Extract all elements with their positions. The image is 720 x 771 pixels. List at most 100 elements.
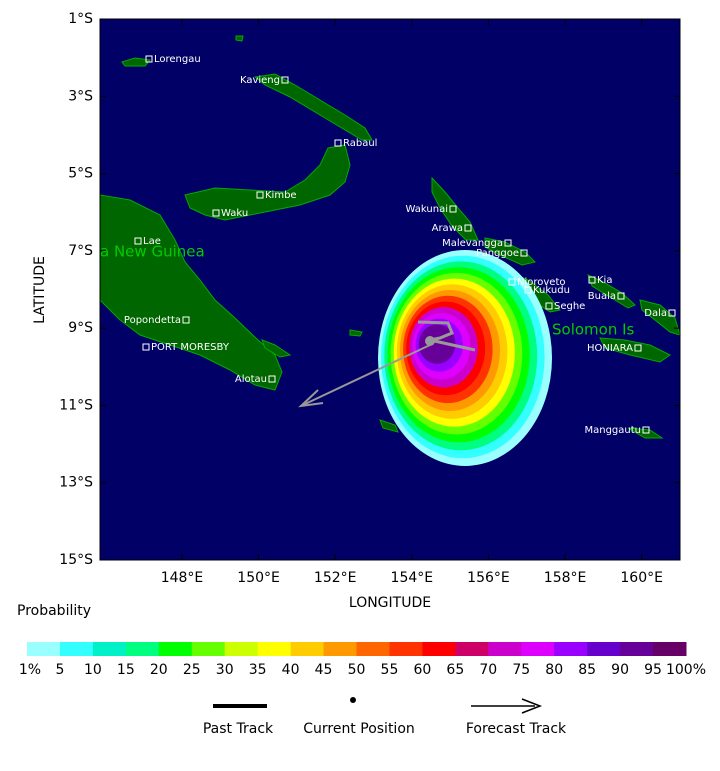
place-marker: [464, 224, 472, 232]
place-label: Kimbe: [265, 190, 297, 201]
place-marker: [617, 292, 625, 300]
map-frame: [99, 18, 681, 561]
place-label: Manggautu: [584, 425, 641, 436]
place-label: Lae: [143, 236, 161, 247]
place-marker: [449, 205, 457, 213]
place-label: Kia: [597, 275, 612, 286]
colorbar-label: 1%: [19, 662, 41, 678]
place-label: Panggoe: [476, 248, 519, 259]
colorbar-swatch: [27, 642, 61, 656]
current-position: [425, 336, 435, 346]
colorbar-label: 35: [249, 662, 267, 678]
colorbar-swatch: [224, 642, 259, 656]
place-marker: [588, 276, 596, 284]
past-track: [417, 320, 476, 352]
colorbar-label: 20: [150, 662, 168, 678]
colorbar-swatch: [389, 642, 423, 656]
place-label: Arawa: [432, 223, 463, 234]
place-marker: [182, 316, 190, 324]
place-label: Kukudu: [533, 285, 570, 296]
place-label: Rabaul: [343, 138, 377, 149]
y-tick-label: 1°S: [68, 11, 93, 27]
x-tick-label: 160°E: [620, 570, 663, 586]
y-tick-label: 3°S: [68, 88, 93, 104]
region-label: a New Guinea: [100, 243, 205, 261]
place-marker: [212, 209, 220, 217]
place-label: Njoroveto: [517, 277, 566, 288]
legend-label: Forecast Track: [466, 721, 567, 737]
colorbar-label: 10: [84, 662, 102, 678]
forecast-arrow-icon: [521, 698, 543, 714]
colorbar-label: 65: [446, 662, 464, 678]
colorbar-swatch: [125, 642, 160, 656]
tracks: [298, 320, 476, 408]
x-axis-label: LONGITUDE: [349, 595, 431, 611]
colorbar-swatch: [455, 642, 489, 656]
x-tick-label: 156°E: [467, 570, 510, 586]
x-tick-label: 148°E: [161, 570, 204, 586]
place-marker: [281, 76, 289, 84]
place-marker: [268, 375, 276, 383]
y-tick-label: 15°S: [59, 552, 93, 568]
place-marker: [642, 426, 650, 434]
colorbar-swatch: [92, 642, 127, 656]
place-label: Seghe: [554, 301, 585, 312]
colorbar-title: Probability: [17, 603, 91, 619]
place-marker: [504, 239, 512, 247]
place-marker: [668, 309, 676, 317]
legend-label: Current Position: [303, 721, 415, 737]
place-label: Lorengau: [154, 54, 201, 65]
colorbar-swatch: [158, 642, 193, 656]
colorbar-label: 45: [315, 662, 333, 678]
place-label: Malevangga: [442, 238, 503, 249]
current-position-icon: [350, 697, 356, 703]
forecast-track: [302, 344, 431, 406]
colorbar-label: 100%: [666, 662, 706, 678]
place-marker: [524, 286, 532, 294]
colorbar-label: 60: [413, 662, 431, 678]
place-label: Kavieng: [240, 75, 280, 86]
place-marker: [508, 278, 516, 286]
colorbar-label: 75: [512, 662, 530, 678]
colorbar-swatch: [59, 642, 94, 656]
region-label: Solomon Is: [552, 321, 635, 339]
colorbar-label: 25: [183, 662, 201, 678]
colorbar-swatch: [191, 642, 226, 656]
place-label: Alotau: [235, 374, 267, 385]
colorbar-swatch: [653, 642, 687, 656]
colorbar-label: 95: [644, 662, 662, 678]
place-label: Dala: [644, 308, 667, 319]
place-label: PORT MORESBY: [151, 342, 230, 353]
legend-label: Past Track: [203, 721, 274, 737]
colorbar-swatch: [620, 642, 654, 656]
place-label: Waku: [221, 208, 248, 219]
colorbar-label: 40: [282, 662, 300, 678]
colorbar-label: 55: [381, 662, 399, 678]
colorbar-label: 90: [611, 662, 629, 678]
colorbar-swatch: [323, 642, 357, 656]
colorbar-swatch: [587, 642, 621, 656]
place-marker: [634, 344, 642, 352]
colorbar-label: 80: [545, 662, 563, 678]
y-tick-label: 9°S: [68, 320, 93, 336]
place-label: Popondetta: [124, 315, 181, 326]
colorbar-swatch: [488, 642, 522, 656]
place-marker: [145, 55, 153, 63]
place-marker: [134, 237, 142, 245]
colorbar-swatch: [290, 642, 325, 656]
place-marker: [545, 302, 553, 310]
colorbar-label: 50: [348, 662, 366, 678]
y-tick-label: 11°S: [59, 397, 93, 413]
probability-field: [378, 250, 552, 466]
colorbar-label: 30: [216, 662, 234, 678]
colorbar-swatch: [422, 642, 456, 656]
place-label: HONIARA: [587, 343, 633, 354]
y-tick-label: 13°S: [59, 475, 93, 491]
colorbar-label: 15: [117, 662, 135, 678]
place-label: Buala: [588, 291, 616, 302]
place-label: Wakunai: [406, 204, 448, 215]
colorbar-label: 5: [55, 662, 64, 678]
place-marker: [256, 191, 264, 199]
x-tick-label: 158°E: [544, 570, 587, 586]
